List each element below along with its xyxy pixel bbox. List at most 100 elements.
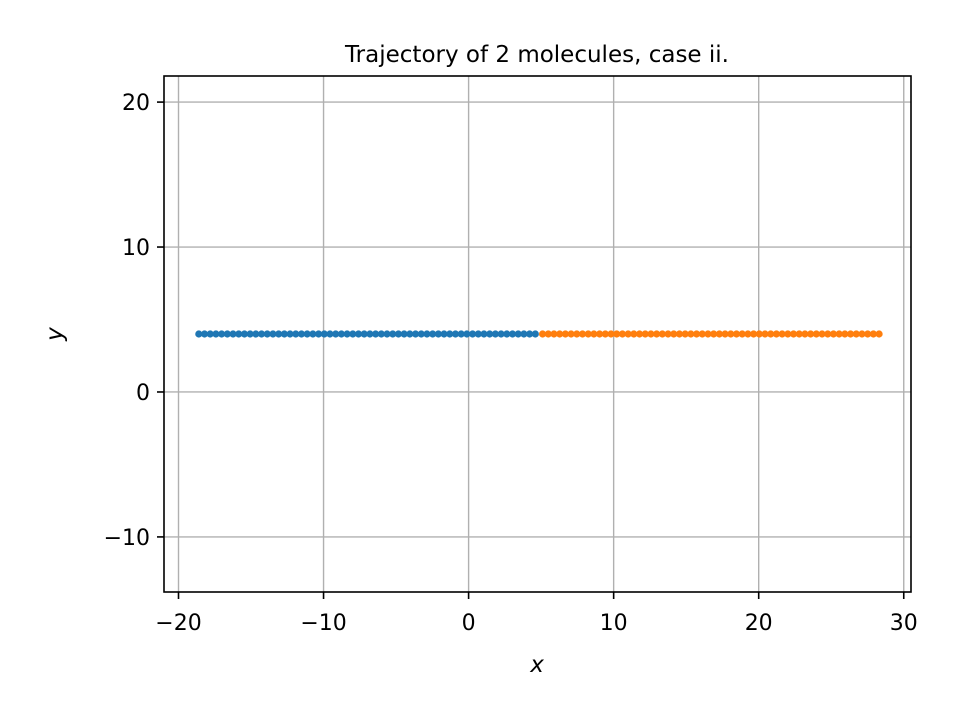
series-1 bbox=[195, 330, 539, 338]
data-point bbox=[440, 330, 448, 338]
y-tick-label: −10 bbox=[104, 526, 150, 551]
data-point bbox=[750, 330, 758, 338]
data-point bbox=[573, 330, 581, 338]
data-point bbox=[590, 330, 598, 338]
data-point bbox=[561, 330, 569, 338]
data-point bbox=[835, 330, 843, 338]
data-point bbox=[372, 330, 380, 338]
data-point bbox=[309, 330, 317, 338]
data-point bbox=[474, 330, 482, 338]
data-point bbox=[206, 330, 214, 338]
data-point bbox=[349, 330, 357, 338]
data-point bbox=[383, 330, 391, 338]
data-point bbox=[846, 330, 855, 338]
data-point bbox=[240, 330, 249, 338]
data-point bbox=[869, 330, 877, 338]
data-point bbox=[567, 330, 575, 338]
data-point bbox=[818, 330, 826, 338]
data-point bbox=[257, 330, 266, 338]
data-point bbox=[670, 330, 678, 338]
data-point bbox=[486, 330, 494, 338]
data-point bbox=[526, 330, 534, 338]
data-point bbox=[468, 330, 477, 338]
data-point bbox=[269, 330, 277, 338]
x-axis-ticks: −20 −10 0 10 20 30 bbox=[155, 592, 918, 636]
data-point bbox=[618, 330, 627, 338]
data-point bbox=[784, 330, 792, 338]
y-tick-label: 10 bbox=[122, 236, 150, 261]
data-point bbox=[550, 330, 558, 338]
data-point bbox=[647, 330, 655, 338]
x-tick-label: 30 bbox=[890, 611, 918, 636]
data-point bbox=[875, 330, 883, 338]
data-point bbox=[544, 330, 552, 338]
data-point bbox=[212, 330, 220, 338]
data-point bbox=[681, 330, 689, 338]
data-point bbox=[400, 330, 408, 338]
data-point bbox=[772, 330, 781, 338]
data-point bbox=[664, 330, 672, 338]
data-point bbox=[297, 330, 306, 338]
data-point bbox=[480, 330, 488, 338]
data-point bbox=[463, 330, 471, 338]
data-point bbox=[411, 330, 420, 338]
data-point bbox=[858, 330, 866, 338]
data-point bbox=[503, 330, 511, 338]
data-point bbox=[829, 330, 838, 338]
data-point bbox=[531, 330, 539, 338]
data-point bbox=[704, 330, 712, 338]
data-point bbox=[824, 330, 832, 338]
data-point bbox=[864, 330, 872, 338]
data-point bbox=[218, 330, 226, 338]
data-point bbox=[721, 330, 729, 338]
data-point bbox=[635, 330, 644, 338]
data-point bbox=[286, 330, 294, 338]
data-point bbox=[801, 330, 809, 338]
series-2 bbox=[538, 330, 883, 338]
data-point bbox=[195, 330, 203, 338]
data-point bbox=[303, 330, 311, 338]
data-point bbox=[658, 330, 666, 338]
data-point bbox=[812, 330, 820, 338]
data-point bbox=[223, 330, 231, 338]
y-tick-label: 0 bbox=[136, 381, 150, 406]
data-point bbox=[710, 330, 718, 338]
y-axis-label: y bbox=[42, 327, 68, 342]
data-point bbox=[795, 330, 803, 338]
data-point bbox=[451, 330, 460, 338]
data-point bbox=[556, 330, 564, 338]
data-point bbox=[807, 330, 815, 338]
data-point bbox=[343, 330, 351, 338]
data-point bbox=[607, 330, 615, 338]
data-point bbox=[326, 330, 334, 338]
x-tick-label: 10 bbox=[600, 611, 628, 636]
data-point bbox=[229, 330, 237, 338]
data-point bbox=[389, 330, 397, 338]
data-point bbox=[578, 330, 587, 338]
data-point bbox=[446, 330, 454, 338]
data-point bbox=[360, 330, 368, 338]
data-point bbox=[377, 330, 385, 338]
data-point bbox=[491, 330, 499, 338]
chart-title: Trajectory of 2 molecules, case ii. bbox=[344, 42, 729, 68]
data-point bbox=[738, 330, 746, 338]
data-point bbox=[744, 330, 752, 338]
data-point bbox=[320, 330, 328, 338]
data-point bbox=[275, 330, 283, 338]
data-point bbox=[675, 330, 684, 338]
data-point bbox=[538, 330, 547, 338]
data-point bbox=[508, 330, 517, 338]
data-point bbox=[457, 330, 465, 338]
x-tick-label: −10 bbox=[300, 611, 346, 636]
data-point bbox=[687, 330, 695, 338]
data-point bbox=[366, 330, 374, 338]
data-point bbox=[692, 330, 701, 338]
data-point bbox=[630, 330, 638, 338]
data-point bbox=[337, 330, 346, 338]
data-point bbox=[715, 330, 723, 338]
data-point bbox=[841, 330, 849, 338]
data-point bbox=[252, 330, 260, 338]
data-point bbox=[246, 330, 254, 338]
data-point bbox=[514, 330, 522, 338]
data-point bbox=[354, 330, 363, 338]
